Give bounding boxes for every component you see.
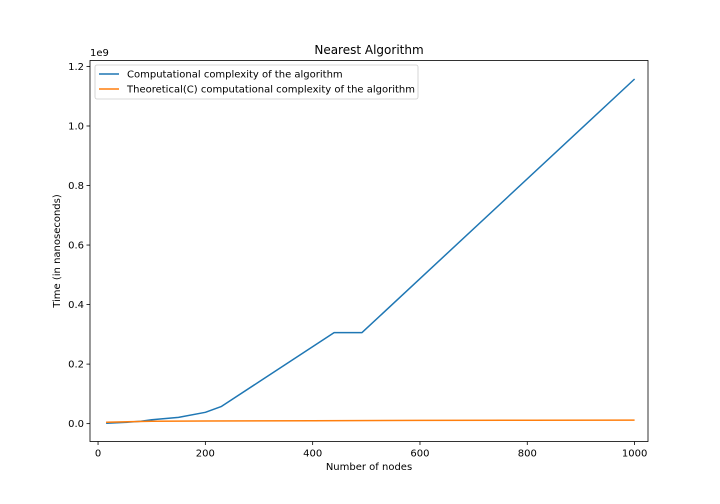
legend-frame <box>94 64 419 100</box>
y-tick-label: 0.6 <box>68 241 84 252</box>
y-tick-label: 1.2 <box>68 62 84 73</box>
y-offset-label: 1e9 <box>90 48 109 59</box>
plot-area <box>90 60 648 442</box>
x-tick-label: 0 <box>95 449 101 460</box>
y-tick-label: 0.2 <box>68 360 84 371</box>
x-tick-label: 1000 <box>622 449 647 460</box>
y-ticks: 0.0 0.2 0.4 0.6 0.8 1.0 1.2 <box>68 62 90 430</box>
chart-title: Nearest Algorithm <box>314 43 423 57</box>
plot-frame <box>89 60 649 442</box>
y-tick-label: 0.8 <box>68 181 84 192</box>
legend-label-series-1: Computational complexity of the algorith… <box>127 70 343 81</box>
y-tick-label: 1.0 <box>68 121 84 132</box>
y-axis-label: Time (in nanoseconds) <box>52 194 63 309</box>
x-tick-label: 600 <box>410 449 429 460</box>
x-tick-label: 400 <box>303 449 322 460</box>
series-layer <box>106 78 636 425</box>
x-tick-label: 800 <box>518 449 537 460</box>
series-line-2 <box>106 419 635 423</box>
legend-label-series-2: Theoretical(C) computational complexity … <box>126 85 415 96</box>
legend: Computational complexity of the algorith… <box>94 64 419 100</box>
x-ticks: 0 200 400 600 800 1000 <box>95 441 647 460</box>
x-tick-label: 200 <box>196 449 215 460</box>
x-axis-label: Number of nodes <box>326 462 412 473</box>
y-tick-label: 0.0 <box>68 419 84 430</box>
y-tick-label: 0.4 <box>68 300 84 311</box>
